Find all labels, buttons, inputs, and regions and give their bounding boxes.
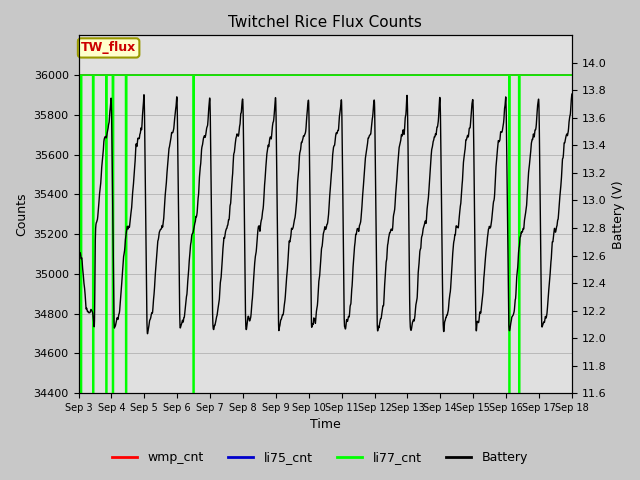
Y-axis label: Counts: Counts bbox=[15, 192, 28, 236]
X-axis label: Time: Time bbox=[310, 419, 340, 432]
Y-axis label: Battery (V): Battery (V) bbox=[612, 180, 625, 249]
Legend: wmp_cnt, li75_cnt, li77_cnt, Battery: wmp_cnt, li75_cnt, li77_cnt, Battery bbox=[107, 446, 533, 469]
Title: Twitchel Rice Flux Counts: Twitchel Rice Flux Counts bbox=[228, 15, 422, 30]
Text: TW_flux: TW_flux bbox=[81, 41, 136, 54]
